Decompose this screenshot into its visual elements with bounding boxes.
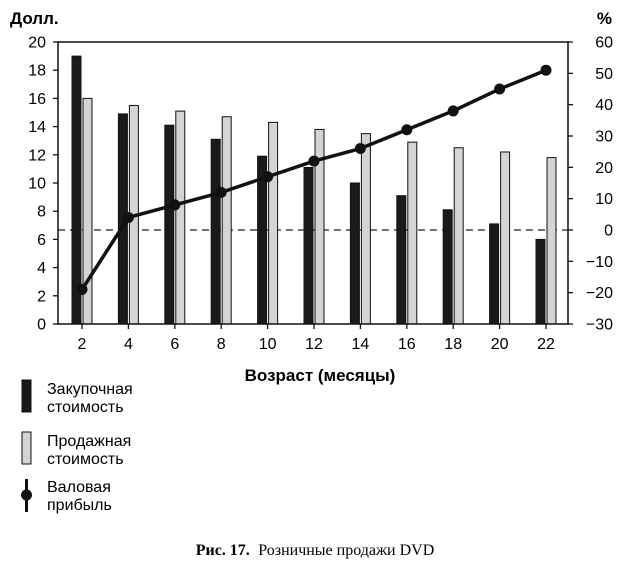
bar-purchase-12 xyxy=(303,166,314,325)
profit-point-16 xyxy=(401,124,413,136)
left-tick-label-6: 6 xyxy=(37,232,46,249)
profit-point-14 xyxy=(354,143,366,155)
legend-swatch-sale xyxy=(21,431,32,465)
axis-ticks: 0 2 4 6 8 10 12 14 16 18 20 −30 −20 −10 0 10 20 30 40 50 60 2… xyxy=(28,35,613,354)
right-axis-unit: % xyxy=(597,9,612,28)
profit-point-18 xyxy=(447,105,459,117)
bar-purchase-20 xyxy=(489,223,500,325)
legend-label-sale-2: стоимость xyxy=(47,451,124,468)
right-tick-label-9: 60 xyxy=(595,35,613,52)
left-tick-label-18: 18 xyxy=(28,63,46,80)
x-tick-label-18: 18 xyxy=(444,336,462,353)
profit-point-12 xyxy=(308,155,320,167)
x-tick-label-4: 4 xyxy=(124,336,133,353)
legend-swatch-profit-marker xyxy=(21,489,32,501)
bar-sale-8 xyxy=(221,116,232,325)
left-axis-unit: Долл. xyxy=(10,9,59,28)
right-tick-label-0: −30 xyxy=(586,317,613,334)
left-tick-label-0: 0 xyxy=(37,317,46,334)
left-tick-label-16: 16 xyxy=(28,91,46,108)
legend-label-purchase-2: стоимость xyxy=(47,399,124,416)
left-tick-label-4: 4 xyxy=(37,260,46,277)
bar-purchase-16 xyxy=(396,195,407,325)
legend-label-profit-2: прибыль xyxy=(47,497,112,514)
profit-series-line xyxy=(80,68,547,291)
bar-sale-10 xyxy=(268,121,279,325)
x-tick-label-2: 2 xyxy=(78,336,87,353)
x-tick-label-6: 6 xyxy=(170,336,179,353)
legend-swatch-purchase xyxy=(21,379,32,413)
x-tick-label-8: 8 xyxy=(217,336,226,353)
legend-label-sale-1: Продажная xyxy=(47,433,131,450)
x-tick-label-20: 20 xyxy=(491,336,509,353)
bar-purchase-22 xyxy=(535,238,546,325)
x-tick-label-14: 14 xyxy=(352,336,370,353)
bar-purchase-8 xyxy=(210,138,221,325)
caption-label: Рис. 17. xyxy=(196,542,250,559)
bar-sale-6 xyxy=(175,110,186,325)
legend-label-profit-1: Валовая xyxy=(47,479,111,496)
x-tick-label-10: 10 xyxy=(259,336,277,353)
profit-point-6 xyxy=(169,199,181,211)
right-tick-label-3: 0 xyxy=(604,223,613,240)
profit-point-22 xyxy=(540,64,552,76)
left-tick-label-10: 10 xyxy=(28,176,46,193)
profit-point-2 xyxy=(76,284,88,296)
profit-point-20 xyxy=(494,83,506,95)
bar-sale-22 xyxy=(546,157,557,325)
bar-purchase-14 xyxy=(349,182,360,325)
legend-label-purchase-1: Закупочная xyxy=(47,381,133,398)
caption-text: Розничные продажи DVD xyxy=(258,542,434,559)
left-tick-label-12: 12 xyxy=(28,147,46,164)
left-tick-label-20: 20 xyxy=(28,35,46,52)
legend: Закупочная стоимость Продажная стоимость… xyxy=(21,379,133,514)
figure-caption: Рис. 17. Розничные продажи DVD xyxy=(196,542,435,559)
bar-sale-20 xyxy=(500,151,511,325)
bar-purchase-18 xyxy=(442,209,453,325)
bar-purchase-2 xyxy=(71,55,82,325)
bar-purchase-6 xyxy=(164,124,175,325)
right-tick-label-7: 40 xyxy=(595,97,613,114)
right-tick-label-5: 20 xyxy=(595,160,613,177)
left-tick-label-8: 8 xyxy=(37,204,46,221)
bar-sale-18 xyxy=(453,147,464,325)
right-tick-label-1: −20 xyxy=(586,285,613,302)
profit-point-4 xyxy=(122,211,134,223)
right-tick-label-2: −10 xyxy=(586,254,613,271)
bar-sale-14 xyxy=(360,133,371,325)
profit-point-8 xyxy=(215,186,227,198)
left-tick-label-14: 14 xyxy=(28,119,46,136)
right-tick-label-8: 50 xyxy=(595,66,613,83)
x-axis-label: Возраст (месяцы) xyxy=(245,366,396,385)
bar-sale-16 xyxy=(407,141,418,325)
x-tick-label-22: 22 xyxy=(537,336,555,353)
left-tick-label-2: 2 xyxy=(37,288,46,305)
right-tick-label-6: 30 xyxy=(595,129,613,146)
x-tick-label-12: 12 xyxy=(305,336,323,353)
profit-point-10 xyxy=(262,171,274,183)
x-tick-label-16: 16 xyxy=(398,336,416,353)
profit-line xyxy=(76,64,552,296)
right-tick-label-4: 10 xyxy=(595,191,613,208)
